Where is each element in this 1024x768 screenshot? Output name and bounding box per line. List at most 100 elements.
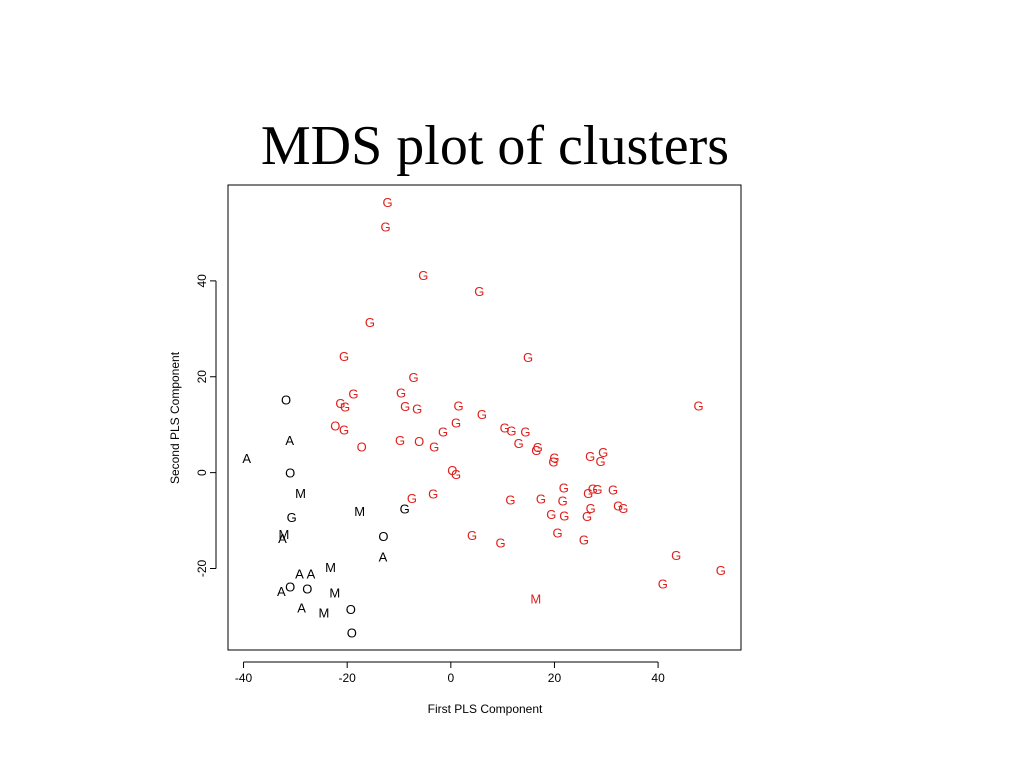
point-g: G <box>451 467 461 482</box>
point-g: G <box>407 491 417 506</box>
point-g: G <box>339 422 349 437</box>
point-g: G <box>348 387 358 402</box>
point-g: G <box>505 492 515 507</box>
point-g: G <box>546 507 556 522</box>
point-a: A <box>297 600 306 615</box>
point-g: G <box>520 424 530 439</box>
point-g: G <box>558 493 568 508</box>
point-g: G <box>613 499 623 514</box>
slide-title: MDS plot of clusters <box>260 115 730 177</box>
point-g: G <box>559 480 569 495</box>
point-m: M <box>329 585 340 600</box>
point-a: A <box>242 451 251 466</box>
y-axis: -20 0 20 40 <box>195 274 217 578</box>
point-a: A <box>307 566 316 581</box>
y-tick-label: 20 <box>195 370 209 384</box>
point-g: G <box>583 486 593 501</box>
y-axis-label: Second PLS Component <box>168 351 182 484</box>
point-g: G <box>454 399 464 414</box>
point-o: O <box>285 580 295 595</box>
point-g: G <box>400 502 410 517</box>
y-tick-label: 0 <box>195 469 209 476</box>
point-o: O <box>346 602 356 617</box>
point-g: G <box>588 481 598 496</box>
point-g: G <box>582 509 592 524</box>
point-g: G <box>365 315 375 330</box>
point-g: G <box>579 532 589 547</box>
y-tick-label: 40 <box>195 274 209 288</box>
x-tick-label: -20 <box>339 671 357 685</box>
point-o: O <box>347 625 357 640</box>
point-g: G <box>586 501 596 516</box>
point-o: O <box>414 434 424 449</box>
point-a: A <box>379 550 388 565</box>
point-g: G <box>548 455 558 470</box>
point-g: G <box>500 421 510 436</box>
point-g: G <box>506 423 516 438</box>
point-a: A <box>295 566 304 581</box>
point-g: G <box>428 487 438 502</box>
point-a: A <box>285 433 294 448</box>
point-g: G <box>438 424 448 439</box>
point-m: M <box>279 527 290 542</box>
point-g: G <box>335 396 345 411</box>
point-g: G <box>395 433 405 448</box>
point-g: G <box>658 576 668 591</box>
point-g: G <box>514 436 524 451</box>
point-m: M <box>530 592 541 607</box>
x-tick-label: -40 <box>235 671 253 685</box>
point-g: G <box>418 268 428 283</box>
point-m: M <box>318 606 329 621</box>
plot-frame <box>227 184 742 651</box>
point-g: G <box>536 492 546 507</box>
x-tick-label: 40 <box>651 671 665 685</box>
point-g: G <box>618 501 628 516</box>
point-g: G <box>553 526 563 541</box>
point-g: G <box>339 349 349 364</box>
point-g: G <box>496 536 506 551</box>
point-g: G <box>451 415 461 430</box>
point-g: G <box>396 386 406 401</box>
point-o: O <box>357 440 367 455</box>
point-g: G <box>474 284 484 299</box>
point-g: G <box>287 510 297 525</box>
point-o: O <box>302 582 312 597</box>
point-g: G <box>598 445 608 460</box>
point-m: M <box>354 504 365 519</box>
point-g: G <box>549 450 559 465</box>
point-g: G <box>533 440 543 455</box>
point-g: G <box>671 548 681 563</box>
x-tick-label: 20 <box>548 671 562 685</box>
point-g: G <box>531 443 541 458</box>
point-g: G <box>716 563 726 578</box>
point-g: G <box>429 440 439 455</box>
point-g: G <box>608 482 618 497</box>
point-o: O <box>285 466 295 481</box>
point-a: A <box>278 531 287 546</box>
point-m: M <box>295 486 306 501</box>
point-g: G <box>400 399 410 414</box>
point-g: G <box>477 407 487 422</box>
point-g: G <box>523 350 533 365</box>
x-tick-label: 0 <box>447 671 454 685</box>
point-g: G <box>380 220 390 235</box>
point-o: O <box>447 463 457 478</box>
point-g: G <box>383 195 393 210</box>
point-g: G <box>412 401 422 416</box>
y-tick-label: -20 <box>195 560 209 578</box>
point-a: A <box>277 584 286 599</box>
point-o: O <box>378 529 388 544</box>
point-g: G <box>340 399 350 414</box>
point-g: G <box>467 528 477 543</box>
x-axis: -40 -20 0 20 40 <box>235 661 665 685</box>
point-g: G <box>592 482 602 497</box>
point-g: G <box>408 370 418 385</box>
point-g: G <box>693 399 703 414</box>
point-g: G <box>596 454 606 469</box>
point-o: O <box>330 419 340 434</box>
point-o: O <box>281 392 291 407</box>
x-axis-label: First PLS Component <box>428 702 543 716</box>
point-g: G <box>559 508 569 523</box>
